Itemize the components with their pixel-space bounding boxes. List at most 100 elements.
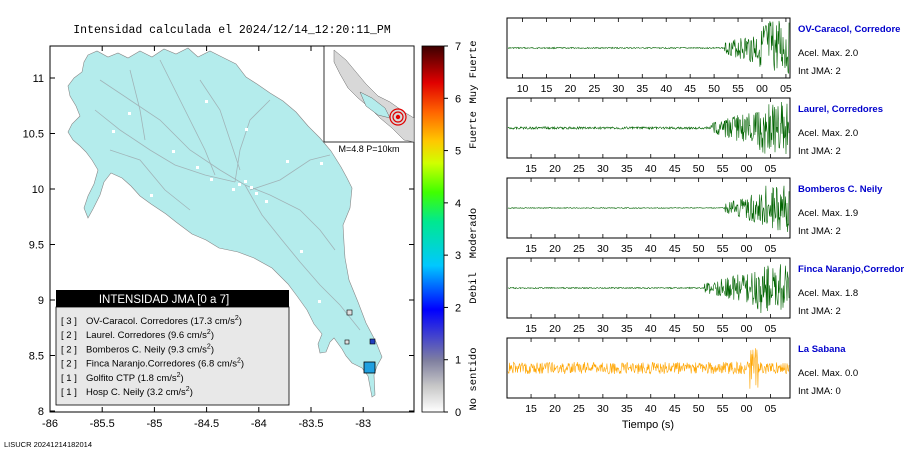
seismogram-time-axis: 10 15 20 25 30 35 40 45 50 55 00 05 xyxy=(517,18,792,95)
seismogram-tick-label: 35 xyxy=(621,403,633,415)
legend-entry-level: [ 2 ] xyxy=(61,344,77,355)
seismogram-panel: 15 20 25 30 35 40 45 50 55 00 05 Bomberos C. Neily A… xyxy=(506,177,883,255)
legend-entry-tail: ) xyxy=(239,316,242,327)
seismogram-tick-label: 10 xyxy=(517,83,529,95)
map-panel: 11 10.5 10 9.5 9 8.5 8 -86 -85.5 -85 -84.5 -84 -83.… xyxy=(23,45,415,430)
seismogram-waveform xyxy=(507,348,790,389)
legend-entry-level: [ 2 ] xyxy=(61,359,77,370)
map-title: Intensidad calculada el 2024/12/14_12:20… xyxy=(73,24,391,37)
colorbar-level-label: Debil xyxy=(468,272,480,304)
colorbar-tick-label: 1 xyxy=(455,355,461,367)
seismogram-tick-label: 40 xyxy=(645,403,657,415)
colorbar-tick-label: 5 xyxy=(455,146,461,158)
colorbar-tick-label: 6 xyxy=(455,93,461,105)
seismogram-tick-label: 50 xyxy=(708,83,720,95)
colorbar-tick-label: 2 xyxy=(455,302,461,314)
station-accel-max: Acel. Max. 2.0 xyxy=(798,128,858,139)
inset-locator-map: M=4.8 P=10km xyxy=(323,45,415,154)
seismogram-tick-label: 20 xyxy=(549,243,561,255)
map-y-tick-label: 11 xyxy=(33,73,44,85)
intensity-colorbar: 7 6 5 4 3 2 1 0 Muy Fuerte Fuerte Moderado Debil No… xyxy=(421,40,480,419)
seismogram-tick-label: 55 xyxy=(717,323,729,335)
seismogram-tick-label: 35 xyxy=(621,323,633,335)
seismogram-tick-label: 45 xyxy=(669,403,681,415)
seismogram-tick-label: 25 xyxy=(573,243,585,255)
legend-entry-text: Finca Naranjo.Corredores (6.8 cm/s xyxy=(86,359,237,370)
legend-entry-level: [ 2 ] xyxy=(61,330,77,341)
seismogram-tick-label: 40 xyxy=(660,83,672,95)
legend-entry: Laurel. Corredores (9.6 cm/s2) xyxy=(86,329,214,341)
seismogram-tick-label: 50 xyxy=(693,323,705,335)
colorbar-level-label: Muy Fuerte xyxy=(468,40,480,103)
legend-entry-level: [ 3 ] xyxy=(61,316,77,327)
station-markers[interactable] xyxy=(344,309,376,374)
town-markers xyxy=(112,100,323,303)
station-accel-max: Acel. Max. 1.8 xyxy=(798,288,858,299)
seismogram-tick-label: 45 xyxy=(669,163,681,175)
seismogram-tick-label: 15 xyxy=(525,323,537,335)
station-jma-intensity: Int JMA: 2 xyxy=(798,226,841,237)
legend-entry-sup: 2 xyxy=(207,329,211,336)
colorbar-level-label: Moderado xyxy=(468,208,480,258)
seismogram-panel: 10 15 20 25 30 35 40 45 50 55 00 05 OV-Caracol, Corr… xyxy=(506,17,900,95)
legend-entry-tail: ) xyxy=(211,344,214,355)
legend-entry: OV-Caracol. Corredores (17.3 cm/s2) xyxy=(86,315,242,327)
seismogram-tick-label: 35 xyxy=(621,163,633,175)
legend-entry-tail: ) xyxy=(241,359,244,370)
seismogram-tick-label: 05 xyxy=(780,83,792,95)
seismogram-tick-label: 20 xyxy=(549,403,561,415)
road-network xyxy=(94,59,361,331)
seismogram-tick-label: 45 xyxy=(669,243,681,255)
map-footer: LISUCR 20241214182014 xyxy=(4,440,92,449)
station-jma-intensity: Int JMA: 2 xyxy=(798,66,841,77)
seismogram-time-axis: 15 20 25 30 35 40 45 50 55 00 05 xyxy=(525,98,776,175)
seismogram-tick-label: 15 xyxy=(541,83,553,95)
colorbar-level-label: Fuerte xyxy=(468,111,480,149)
station-jma-intensity: Int JMA: 2 xyxy=(798,146,841,157)
seismogram-waveform xyxy=(507,264,790,314)
time-axis-label: Tiempo (s) xyxy=(622,419,674,431)
legend-entry-sup: 2 xyxy=(177,372,181,379)
seismogram-tick-label: 00 xyxy=(741,163,753,175)
legend-entry-sup: 2 xyxy=(237,358,241,365)
map-x-tick-label: -85.5 xyxy=(90,418,115,430)
seismogram-tick-label: 20 xyxy=(565,83,577,95)
seismogram-tick-label: 30 xyxy=(612,83,624,95)
legend-entry-text: Golfito CTP (1.8 cm/s xyxy=(86,373,177,384)
map-y-tick-label: 8 xyxy=(38,406,44,418)
legend-entry-tail: ) xyxy=(190,387,193,398)
legend-entry: Hosp C. Neily (3.2 cm/s2) xyxy=(86,386,193,398)
seismogram-time-axis: 15 20 25 30 35 40 45 50 55 00 05 xyxy=(525,258,776,335)
seismogram-tick-label: 40 xyxy=(645,243,657,255)
colorbar-tick-label: 7 xyxy=(455,41,461,53)
seismogram-tick-label: 25 xyxy=(573,323,585,335)
seismogram-tick-label: 30 xyxy=(597,323,609,335)
station-name: Laurel, Corredores xyxy=(798,104,883,115)
station-jma-intensity: Int JMA: 0 xyxy=(798,386,841,397)
map-y-tick-label: 10 xyxy=(32,184,44,196)
map-x-tick-label: -85 xyxy=(146,418,162,430)
seismogram-tick-label: 35 xyxy=(621,243,633,255)
seismogram-tick-label: 30 xyxy=(597,403,609,415)
seismogram-tick-label: 05 xyxy=(765,323,777,335)
seismogram-tick-label: 50 xyxy=(693,243,705,255)
seismogram-tick-label: 05 xyxy=(765,243,777,255)
seismogram-tick-label: 00 xyxy=(741,403,753,415)
legend-entry-sup: 2 xyxy=(186,386,190,393)
legend-entry-level: [ 1 ] xyxy=(61,387,77,398)
legend-entry-level: [ 1 ] xyxy=(61,373,77,384)
seismogram-tick-label: 40 xyxy=(645,323,657,335)
colorbar-level-label: No sentido xyxy=(468,347,480,410)
legend-entry-sup: 2 xyxy=(207,343,211,350)
seismogram-tick-label: 05 xyxy=(765,403,777,415)
map-y-axis: 11 10.5 10 9.5 9 8.5 8 xyxy=(23,73,414,418)
seismogram-tick-label: 00 xyxy=(741,323,753,335)
seismogram-tick-label: 25 xyxy=(589,83,601,95)
seismogram-tick-label: 30 xyxy=(597,163,609,175)
station-accel-max: Acel. Max. 1.9 xyxy=(798,208,858,219)
map-x-tick-label: -83 xyxy=(355,418,371,430)
inset-magnitude-label: M=4.8 P=10km xyxy=(338,144,399,154)
legend-entry-text: OV-Caracol. Corredores (17.3 cm/s xyxy=(86,316,235,327)
map-x-tick-label: -84 xyxy=(251,418,267,430)
seismogram-tick-label: 00 xyxy=(741,243,753,255)
